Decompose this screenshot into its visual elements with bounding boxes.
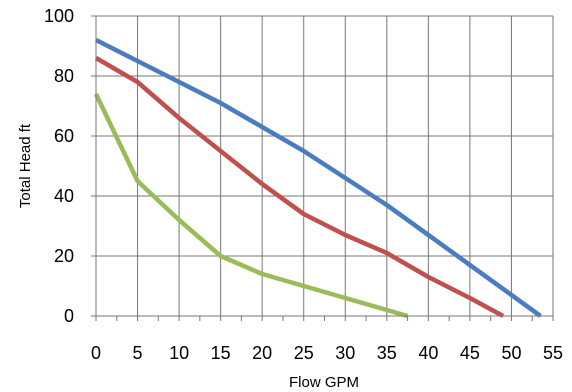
gridlines [96,15,554,316]
x-tick-label: 55 [543,343,563,363]
y-tick-label: 0 [64,306,74,326]
x-tick-label: 25 [294,343,314,363]
y-tick-label: 100 [44,6,74,26]
y-axis-label: Total Head ft [17,123,34,208]
series-line-1 [94,37,542,318]
axes [91,15,554,321]
x-tick-label: 5 [133,343,143,363]
x-tick-label: 30 [335,343,355,363]
y-tick-label: 20 [54,246,74,266]
x-tick-label: 20 [252,343,272,363]
x-tick-label: 50 [501,343,521,363]
x-tick-label: 0 [91,343,101,363]
x-tick-label: 45 [460,343,480,363]
series-line-3 [93,93,409,319]
x-axis-label: Flow GPM [289,374,359,391]
x-tick-label: 40 [418,343,438,363]
series-lines [93,37,542,319]
x-tick-label: 35 [377,343,397,363]
x-tick-label: 15 [211,343,231,363]
y-tick-label: 80 [54,66,74,86]
x-tick-label: 10 [169,343,189,363]
series-line-2 [94,56,505,318]
y-tick-label: 60 [54,126,74,146]
y-tick-label: 40 [54,186,74,206]
tick-labels: 0 5 10 15 20 25 30 35 40 45 50 55 0 20 40 60 80 100 [44,6,563,363]
